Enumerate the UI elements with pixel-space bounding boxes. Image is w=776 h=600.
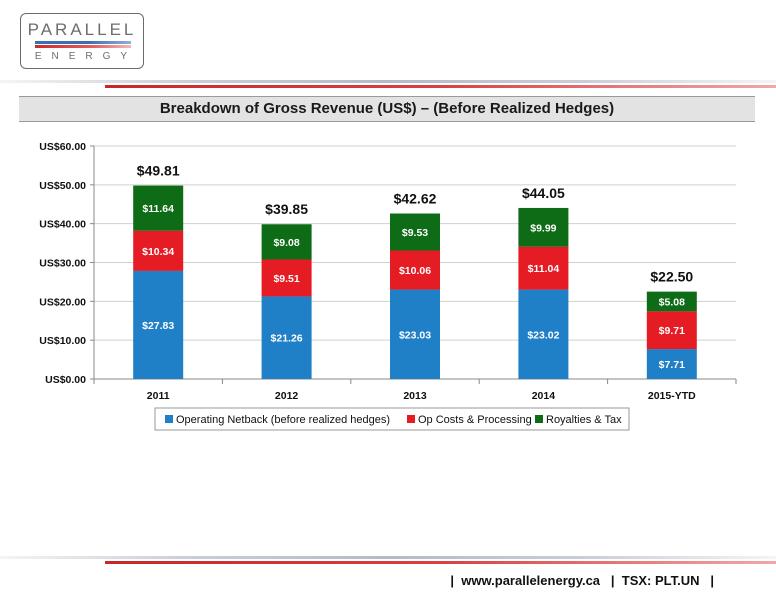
- bar-segment: [390, 250, 440, 290]
- logo-subtitle: ENERGY: [34, 51, 138, 62]
- legend-label: Royalties & Tax: [546, 414, 622, 426]
- logo-red-bar: [35, 45, 131, 48]
- data-label: $10.34: [142, 246, 174, 258]
- bar-segment: [261, 259, 312, 297]
- bar-segment: [646, 291, 697, 312]
- bar-segment: [646, 349, 697, 379]
- data-label: $9.53: [402, 227, 428, 239]
- total-label: $39.85: [265, 201, 308, 217]
- x-tick-label: 2015-YTD: [648, 390, 696, 402]
- data-label: $21.26: [271, 333, 303, 345]
- y-tick-label: US$0.00: [45, 374, 86, 386]
- data-label: $10.06: [399, 265, 431, 277]
- logo-blue-bar: [35, 41, 131, 44]
- data-label: $9.99: [530, 222, 556, 234]
- bar-segment: [133, 230, 184, 271]
- footer-separator: |: [610, 573, 615, 588]
- legend-label: Operating Netback (before realized hedge…: [176, 414, 390, 426]
- bar-segment: [133, 185, 184, 231]
- data-label: $9.51: [273, 273, 299, 285]
- y-tick-label: US$10.00: [39, 335, 86, 347]
- footer-bar: | www.parallelenergy.ca | TSX: PLT.UN |: [450, 573, 714, 588]
- chart-title: Breakdown of Gross Revenue (US$) – (Befo…: [19, 96, 755, 122]
- x-tick-label: 2014: [532, 390, 556, 402]
- legend-swatch: [407, 415, 415, 423]
- y-tick-label: US$20.00: [39, 296, 86, 308]
- bar-segment: [518, 246, 569, 290]
- bar-segment: [261, 224, 312, 260]
- total-label: $44.05: [522, 185, 565, 201]
- bar-segment: [390, 213, 440, 251]
- total-label: $22.50: [650, 269, 693, 285]
- total-label: $49.81: [137, 163, 180, 179]
- company-logo: PARALLEL ENERGY: [20, 13, 144, 69]
- logo-wordmark: PARALLEL: [27, 20, 137, 39]
- legend-box: [154, 407, 630, 431]
- legend-label: Op Costs & Processing: [418, 414, 532, 426]
- footer-separator: |: [450, 573, 455, 588]
- data-label: $27.83: [142, 320, 174, 332]
- x-tick-label: 2011: [147, 390, 170, 402]
- data-label: $9.71: [659, 325, 685, 337]
- bar-segment: [133, 270, 184, 379]
- bar-segment: [261, 296, 312, 379]
- footer-separator: |: [710, 573, 714, 588]
- x-tick-label: 2013: [403, 390, 427, 402]
- legend-swatch: [535, 415, 543, 423]
- footer-stripe: [0, 556, 776, 566]
- data-label: $11.04: [528, 263, 560, 275]
- y-tick-label: US$40.00: [39, 219, 86, 231]
- data-label: $11.64: [142, 203, 174, 215]
- header-stripe: [0, 80, 776, 90]
- data-label: $23.03: [399, 329, 431, 341]
- data-label: $5.08: [659, 296, 685, 308]
- footer-ticker: TSX: PLT.UN: [621, 573, 700, 588]
- y-tick-label: US$30.00: [39, 258, 86, 270]
- data-label: $23.02: [527, 329, 559, 341]
- data-label: $9.08: [273, 237, 299, 249]
- bar-segment: [518, 207, 569, 247]
- bar-segment: [390, 289, 440, 379]
- y-tick-label: US$60.00: [39, 141, 86, 153]
- total-label: $42.62: [394, 190, 437, 206]
- bar-segment: [646, 311, 697, 350]
- bar-segment: [518, 289, 569, 379]
- footer-website-link[interactable]: www.parallelenergy.ca: [461, 573, 601, 588]
- legend-swatch: [165, 415, 173, 423]
- data-label: $7.71: [659, 359, 685, 371]
- y-tick-label: US$50.00: [39, 180, 86, 192]
- x-tick-label: 2012: [275, 390, 299, 402]
